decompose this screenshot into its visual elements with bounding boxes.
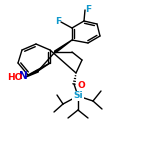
Text: F: F bbox=[55, 17, 61, 26]
Polygon shape bbox=[26, 70, 38, 77]
Text: O: O bbox=[77, 81, 85, 90]
Polygon shape bbox=[54, 40, 72, 53]
Text: HO: HO bbox=[8, 73, 23, 81]
Text: Si: Si bbox=[73, 92, 83, 100]
Text: F: F bbox=[85, 5, 91, 14]
Text: N: N bbox=[19, 71, 27, 81]
